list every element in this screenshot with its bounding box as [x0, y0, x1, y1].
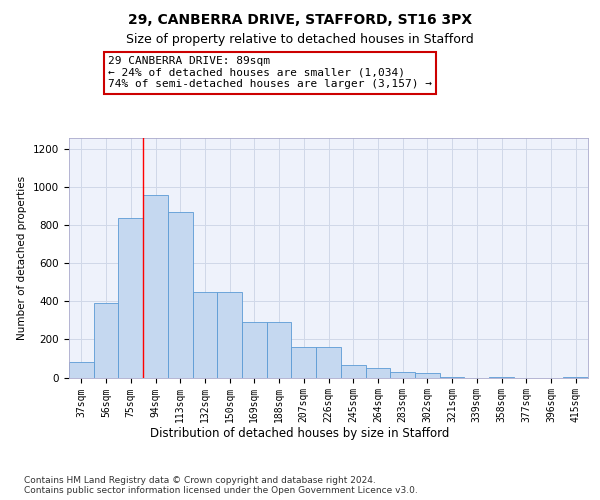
Bar: [94, 303, 118, 378]
Text: 29, CANBERRA DRIVE, STAFFORD, ST16 3PX: 29, CANBERRA DRIVE, STAFFORD, ST16 3PX: [128, 12, 472, 26]
Bar: [217, 292, 242, 378]
Bar: [267, 322, 292, 378]
Bar: [193, 292, 217, 378]
Text: Contains HM Land Registry data © Crown copyright and database right 2024.
Contai: Contains HM Land Registry data © Crown c…: [24, 476, 418, 495]
Bar: [341, 365, 365, 378]
Bar: [242, 322, 267, 378]
Bar: [118, 218, 143, 378]
Text: 29 CANBERRA DRIVE: 89sqm
← 24% of detached houses are smaller (1,034)
74% of sem: 29 CANBERRA DRIVE: 89sqm ← 24% of detach…: [108, 56, 432, 89]
Bar: [69, 362, 94, 378]
Bar: [143, 194, 168, 378]
Text: Size of property relative to detached houses in Stafford: Size of property relative to detached ho…: [126, 32, 474, 46]
Y-axis label: Number of detached properties: Number of detached properties: [17, 176, 28, 340]
Bar: [440, 376, 464, 378]
Bar: [390, 372, 415, 378]
Bar: [316, 347, 341, 378]
Bar: [489, 376, 514, 378]
Bar: [365, 368, 390, 378]
Bar: [563, 376, 588, 378]
Bar: [168, 212, 193, 378]
Bar: [292, 347, 316, 378]
Text: Distribution of detached houses by size in Stafford: Distribution of detached houses by size …: [151, 428, 449, 440]
Bar: [415, 372, 440, 378]
